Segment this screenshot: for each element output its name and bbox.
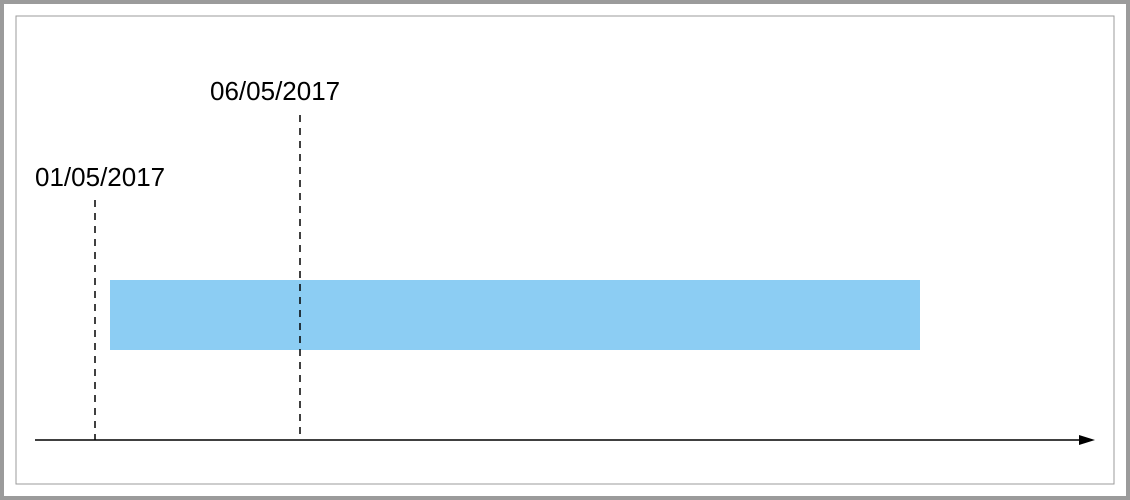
canvas-background <box>0 0 1130 500</box>
timeline-svg: 01/05/2017 06/05/2017 <box>0 0 1130 500</box>
timeline-bar <box>110 280 920 350</box>
marker-cut-label: 06/05/2017 <box>210 76 340 106</box>
timeline-diagram: 01/05/2017 06/05/2017 <box>0 0 1130 500</box>
marker-start-label: 01/05/2017 <box>35 162 165 192</box>
